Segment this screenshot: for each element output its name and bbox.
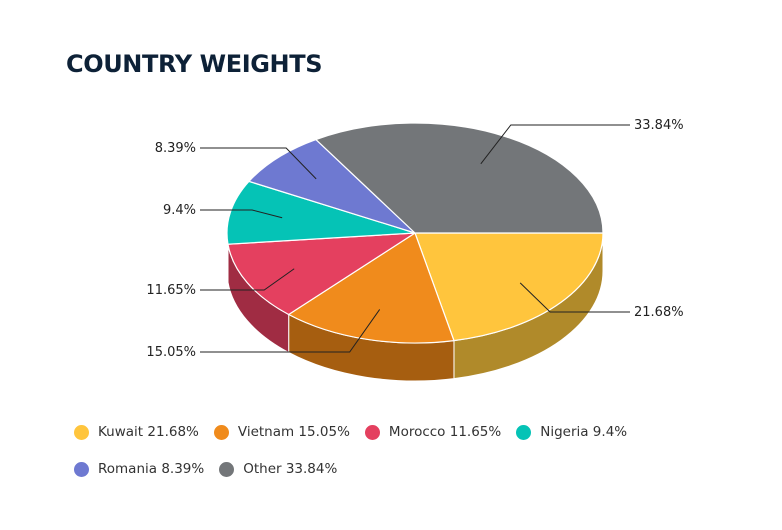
pie-slice-nigeria[interactable] [226, 180, 416, 245]
data-label-vietnam: 15.05% [146, 345, 196, 360]
legend-row: Kuwait 21.68% Vietnam 15.05% Morocco 11.65… [74, 420, 714, 444]
data-label-kuwait: 21.68% [634, 305, 684, 320]
pie-slice-other[interactable] [314, 122, 604, 234]
data-label-romania: 8.39% [155, 141, 196, 156]
chart-title: COUNTRY WEIGHTS [66, 50, 323, 78]
legend-label: Romania 8.39% [98, 461, 205, 477]
legend-label: Kuwait 21.68% [98, 424, 199, 440]
legend-item-kuwait[interactable]: Kuwait 21.68% [74, 424, 199, 440]
legend-label: Vietnam 15.05% [237, 424, 350, 440]
legend-swatch-icon [219, 461, 235, 477]
leader-lines [200, 124, 630, 353]
leader-line-nigeria [200, 209, 283, 219]
pie-chart: 21.68% 15.05% 11.65% 9.4% 8.39% 33.84% [146, 118, 684, 382]
legend-item-other[interactable]: Other 33.84% [219, 461, 337, 477]
pie-slice-romania[interactable] [247, 138, 416, 234]
legend-item-vietnam[interactable]: Vietnam 15.05% [213, 424, 350, 440]
legend-swatch-icon [213, 424, 229, 440]
pie-slice-morocco[interactable] [227, 232, 418, 316]
legend-swatch-icon [74, 461, 89, 477]
leader-line-other [480, 124, 630, 165]
slice-labels: 21.68% 15.05% 11.65% 9.4% 8.39% 33.84% [146, 118, 683, 360]
legend-label: Nigeria 9.4% [540, 424, 628, 440]
legend-item-morocco[interactable]: Morocco 11.65% [364, 424, 502, 440]
leader-line-kuwait [519, 282, 630, 313]
pie-slice-vietnam[interactable] [287, 232, 455, 344]
pie-slice-kuwait[interactable] [414, 232, 604, 342]
leader-line-vietnam [200, 309, 381, 353]
pie-slices [226, 122, 604, 344]
legend-label: Morocco 11.65% [388, 424, 502, 440]
legend: Kuwait 21.68% Vietnam 15.05% Morocco 11.65… [74, 420, 714, 494]
legend-item-nigeria[interactable]: Nigeria 9.4% [516, 424, 627, 440]
legend-swatch-icon [516, 424, 532, 440]
data-label-nigeria: 9.4% [163, 203, 196, 218]
legend-label: Other 33.84% [243, 461, 338, 477]
data-label-other: 33.84% [634, 118, 684, 133]
legend-item-romania[interactable]: Romania 8.39% [74, 461, 204, 477]
data-label-morocco: 11.65% [146, 283, 196, 298]
leader-line-morocco [200, 268, 295, 291]
legend-row: Romania 8.39% Other 33.84% [74, 457, 714, 481]
legend-swatch-icon [74, 424, 89, 440]
leader-line-romania [200, 147, 317, 180]
legend-swatch-icon [364, 424, 380, 440]
